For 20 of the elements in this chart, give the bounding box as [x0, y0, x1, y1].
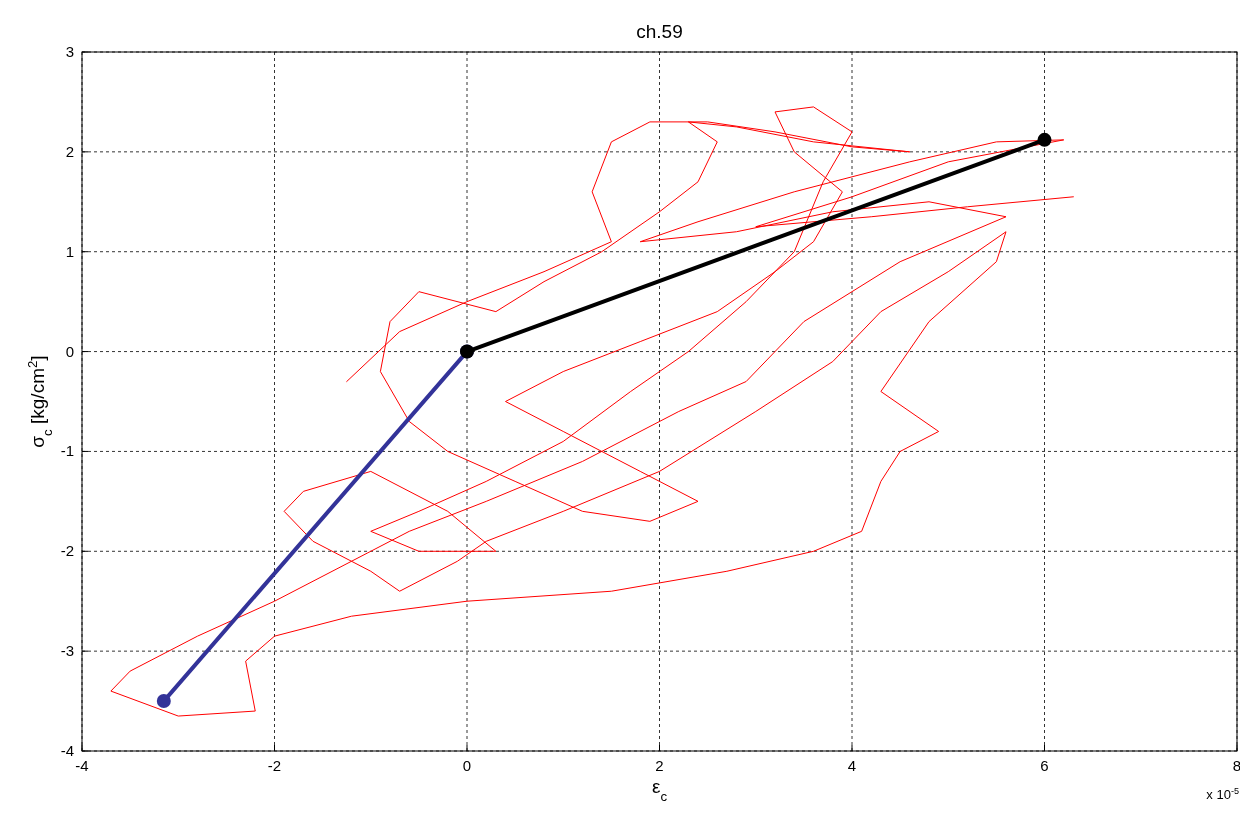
x-tick-label: 4 — [847, 757, 857, 774]
y-tick-label: -4 — [60, 742, 74, 759]
y-tick-label: -1 — [60, 442, 74, 460]
y-tick-label: 3 — [65, 43, 74, 60]
text: x 10$^{-5}$ — [1206, 786, 1239, 802]
x-tick-label: 8 — [1232, 757, 1242, 774]
x-tick-label: 2 — [655, 757, 664, 774]
x-axis-title: ε$_{c}$ — [651, 776, 668, 804]
x-tick-label: 0 — [462, 757, 472, 774]
y-tick-label: -2 — [60, 542, 74, 560]
y-tick-label: 1 — [65, 242, 74, 260]
point — [156, 694, 171, 709]
point — [1037, 132, 1052, 147]
line-series — [110, 106, 1074, 717]
y-tick-label: -3 — [60, 642, 74, 660]
y-tick-label: 2 — [65, 142, 74, 160]
chart-title: ch.59 — [636, 21, 683, 42]
y-tick-label: 0 — [65, 342, 74, 360]
x-tick-label: -2 — [267, 757, 282, 774]
x-tick-label: 6 — [1040, 757, 1049, 774]
